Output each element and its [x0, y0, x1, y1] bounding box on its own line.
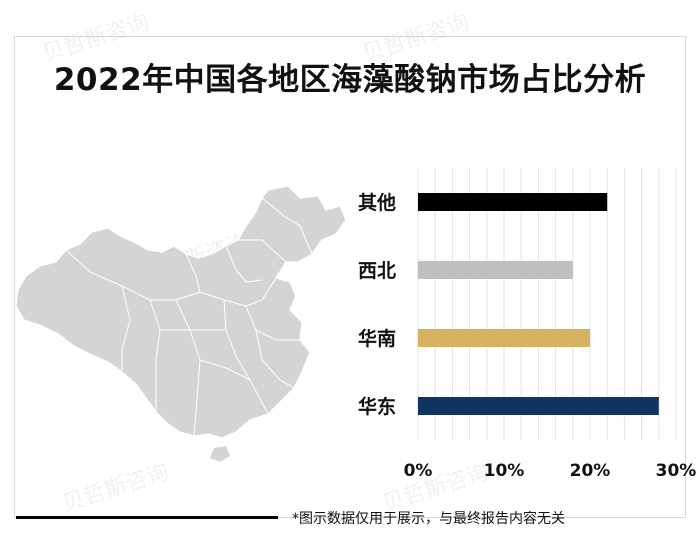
category-label: 其他 [358, 191, 396, 214]
bar [418, 261, 573, 279]
x-tick-label: 20% [570, 461, 611, 481]
x-tick-label: 10% [484, 461, 525, 481]
category-label: 西北 [358, 260, 396, 282]
bar [418, 193, 608, 211]
chart-frame [14, 36, 686, 518]
x-tick-label: 30% [656, 461, 697, 481]
footer-rule [16, 516, 278, 519]
footnote: *图示数据仅用于展示，与最终报告内容无关 [292, 511, 565, 527]
hainan-island [210, 446, 230, 462]
bar [418, 329, 590, 347]
category-label: 华东 [358, 395, 396, 418]
province-borders [65, 197, 313, 437]
china-map-shape [15, 185, 347, 439]
chart-title: 2022年中国各地区海藻酸钠市场占比分析 [53, 62, 647, 98]
bar [418, 397, 659, 415]
category-label: 华南 [358, 327, 396, 350]
x-tick-label: 0% [404, 461, 433, 481]
